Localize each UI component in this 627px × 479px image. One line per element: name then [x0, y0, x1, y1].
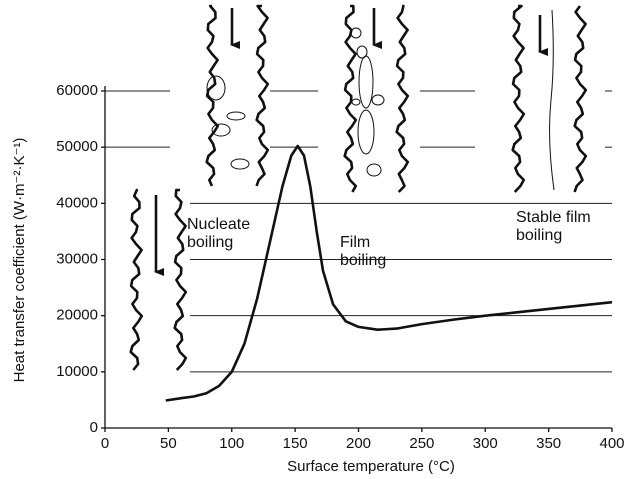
y-tick-label: 40000: [56, 194, 98, 211]
y-tick-label: 60000: [56, 82, 98, 99]
wall: [573, 5, 588, 193]
annotation: Nucleate: [187, 216, 250, 233]
wall: [511, 4, 526, 193]
y-tick-label: 20000: [56, 307, 98, 324]
x-tick-label: 350: [536, 435, 561, 452]
wall: [173, 188, 188, 371]
x-tick-label: 50: [160, 435, 177, 452]
wall: [205, 4, 220, 187]
annotation: boiling: [340, 252, 386, 269]
annotation: Film: [340, 234, 370, 251]
wall: [255, 4, 270, 187]
y-tick-label: 10000: [56, 363, 98, 380]
x-tick-label: 100: [219, 435, 244, 452]
x-tick-label: 400: [599, 435, 624, 452]
annotation: boiling: [187, 234, 233, 251]
vapor-film: [549, 9, 555, 191]
data-line: [165, 144, 613, 402]
x-tick-label: 150: [283, 435, 308, 452]
annotation: Stable film: [516, 209, 591, 226]
y-tick-label: 30000: [56, 250, 98, 267]
y-axis-label: Heat transfer coefficient (W·m⁻²·K⁻¹): [11, 138, 28, 383]
y-tick-label: 50000: [56, 138, 98, 155]
wall: [395, 4, 410, 193]
annotation: boiling: [516, 227, 562, 244]
boiling-illustrations: [129, 4, 588, 371]
wall: [343, 4, 358, 193]
wall: [129, 188, 144, 371]
x-axis-label: Surface temperature (°C): [287, 458, 455, 475]
y-tick-label: 0: [90, 419, 98, 436]
x-tick-label: 0: [101, 435, 109, 452]
x-tick-label: 200: [346, 435, 371, 452]
x-tick-label: 300: [473, 435, 498, 452]
x-tick-label: 250: [409, 435, 434, 452]
